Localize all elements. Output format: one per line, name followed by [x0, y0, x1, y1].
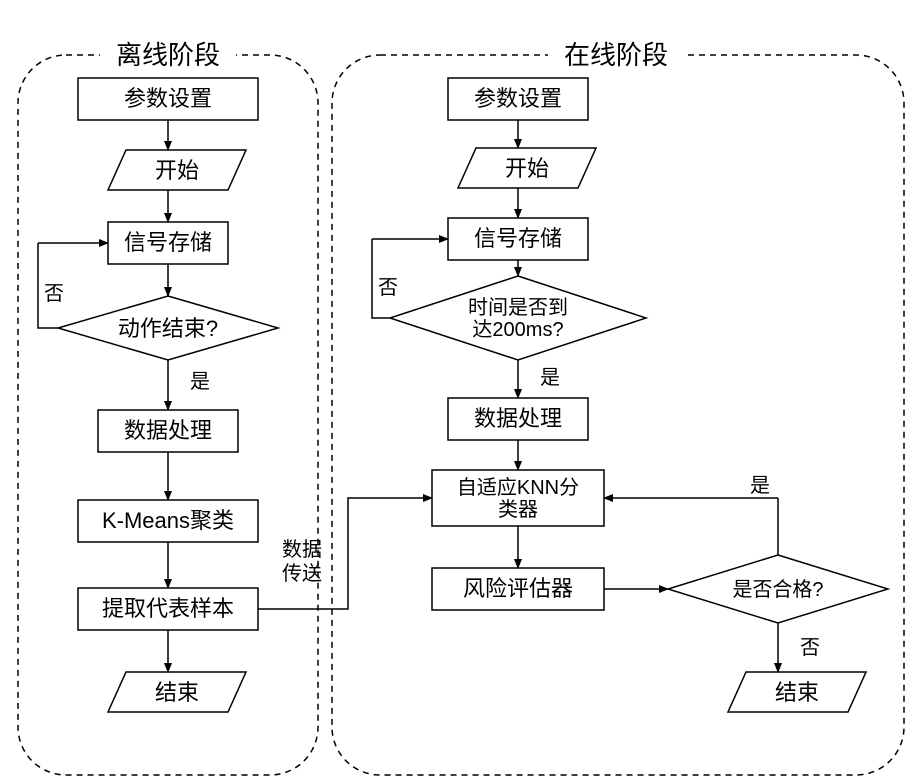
offline-store-label: 信号存储: [124, 230, 212, 255]
online-knn-label-1: 自适应KNN分: [457, 476, 579, 499]
online-phase-title: 在线阶段: [564, 40, 668, 70]
edge-on-qyes-label: 是: [750, 475, 770, 497]
edge-off-no-label: 否: [44, 283, 64, 305]
flowchart-canvas: 离线阶段 在线阶段 参数设置 开始 信号存储 动作结束? 数据处理 K-Mean…: [0, 0, 922, 784]
edge-off-yes-label: 是: [190, 371, 210, 393]
online-risk-label: 风险评估器: [463, 576, 573, 601]
online-knn-label-2: 类器: [498, 498, 538, 521]
online-decision-label-2: 达200ms?: [472, 318, 563, 341]
edge-on-no-label: 否: [378, 277, 398, 299]
offline-end-label: 结束: [155, 680, 199, 705]
online-param-label: 参数设置: [474, 86, 562, 111]
online-phase-border: [332, 55, 904, 775]
offline-param-label: 参数设置: [124, 86, 212, 111]
edge-transfer-label-1: 数据: [282, 538, 322, 561]
online-decision-label-1: 时间是否到: [468, 296, 568, 319]
edge-transfer-label-2: 传送: [282, 562, 322, 585]
offline-kmeans-label: K-Means聚类: [102, 508, 234, 533]
offline-proc-label: 数据处理: [124, 418, 212, 443]
offline-extract-label: 提取代表样本: [102, 596, 234, 621]
online-proc-label: 数据处理: [474, 406, 562, 431]
edge-on-yes-label: 是: [540, 367, 560, 389]
online-qualify-label: 是否合格?: [732, 578, 823, 601]
offline-phase-title: 离线阶段: [116, 40, 220, 70]
offline-start-label: 开始: [155, 158, 199, 183]
online-end-label: 结束: [775, 680, 819, 705]
edge-on-qno-label: 否: [800, 637, 820, 659]
online-store-label: 信号存储: [474, 226, 562, 251]
offline-decision-label: 动作结束?: [118, 316, 218, 341]
online-start-label: 开始: [505, 156, 549, 181]
